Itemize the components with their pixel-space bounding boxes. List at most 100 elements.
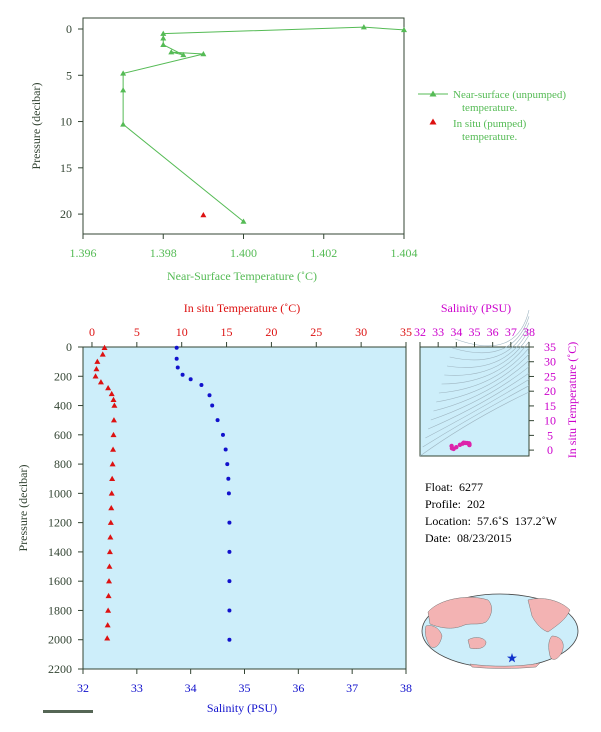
- ts-y-tick-label: 35: [544, 340, 556, 354]
- main-y-tick-label: 600: [54, 428, 72, 442]
- map-land-asia: [427, 597, 492, 629]
- main-top-axis-label: In situ Temperature (˚C): [184, 301, 301, 315]
- density-contour: [430, 366, 530, 421]
- temperature-point: [108, 505, 115, 511]
- top-y-tick-label: 15: [60, 161, 72, 175]
- main-y-tick-label: 400: [54, 399, 72, 413]
- density-contour: [441, 341, 530, 385]
- ts-y-tick-label: 0: [547, 443, 553, 457]
- main-y-tick-label: 1000: [48, 486, 72, 500]
- top-x-tick-label: 1.402: [310, 246, 337, 260]
- map-land-south-america: [548, 635, 564, 660]
- top-y-tick-label: 10: [60, 115, 72, 129]
- ts-y-tick-label: 20: [544, 384, 556, 398]
- main-y-tick-label: 1800: [48, 603, 72, 617]
- legend-entry-2-line2: temperature.: [462, 131, 518, 143]
- salinity-point: [199, 383, 204, 388]
- salinity-point: [227, 549, 232, 554]
- temperature-point: [101, 344, 108, 350]
- main-x-tick-label: 34: [185, 681, 197, 695]
- salinity-point: [227, 579, 232, 584]
- temperature-point: [93, 365, 100, 372]
- ts-y-axis-label: In situ Temperature (˚C): [565, 342, 579, 459]
- ts-x-tick-label: 37: [505, 325, 517, 339]
- map-land-north-america: [527, 598, 571, 633]
- legend: Near-surface (unpumped) temperature. In …: [418, 89, 566, 143]
- main-x2-tick-label: 20: [265, 325, 277, 339]
- density-contour: [419, 391, 530, 457]
- date-label: Date: 08/23/2015: [425, 531, 512, 545]
- legend-entry-2-line1: In situ (pumped): [453, 118, 527, 130]
- salinity-point: [223, 447, 228, 452]
- ts-x-tick-label: 35: [469, 325, 481, 339]
- temperature-point: [109, 461, 116, 467]
- top-y-tick-label: 5: [66, 68, 72, 82]
- main-y-tick-label: 1200: [48, 516, 72, 530]
- ts-y-tick-label: 30: [544, 355, 556, 369]
- near-surface-point: [401, 26, 407, 33]
- top-x-tick-label: 1.398: [150, 246, 177, 260]
- temperature-point: [92, 373, 99, 379]
- density-contour: [427, 372, 530, 430]
- main-x-tick-label: 33: [131, 681, 143, 695]
- near-surface-point: [200, 50, 207, 57]
- main-x-tick-label: 38: [400, 681, 412, 695]
- near-surface-point: [160, 35, 167, 41]
- near-surface-point: [120, 87, 127, 93]
- density-contour: [425, 379, 530, 439]
- density-contour: [444, 335, 530, 376]
- profile-chart: 32 33 34 35 36 37 38 0 5 10 15 20 25 30 35 0 200 400 600…: [16, 301, 412, 715]
- ts-title: Salinity (PSU): [441, 301, 511, 315]
- ts-x-tick-label: 32: [414, 325, 426, 339]
- temperature-point: [111, 402, 118, 408]
- temperature-point: [105, 592, 112, 599]
- near-surface-point: [168, 49, 175, 55]
- salinity-point: [226, 476, 231, 481]
- main-x-tick-label: 37: [346, 681, 358, 695]
- top-y-tick-label: 20: [60, 207, 72, 221]
- near-surface-temperature-line: [122, 26, 405, 222]
- main-plot-frame: [82, 346, 407, 670]
- legend-marker-green: [429, 90, 437, 97]
- ts-y-tick-label: 15: [544, 399, 556, 413]
- density-contour: [449, 322, 530, 361]
- ts-point: [454, 444, 459, 450]
- top-x-tick-label: 1.404: [391, 246, 418, 260]
- legend-entry-1-line2: temperature.: [462, 102, 518, 114]
- density-contour: [446, 328, 530, 368]
- salinity-point: [227, 520, 232, 525]
- near-surface-point: [120, 70, 127, 76]
- temperature-point: [105, 607, 112, 613]
- main-x2-tick-label: 35: [400, 325, 412, 339]
- salinity-point: [180, 372, 185, 377]
- top-x-tick-label: 1.400: [230, 246, 257, 260]
- profile-label: Profile: 202: [425, 497, 485, 511]
- float-location-star-icon: [507, 653, 517, 663]
- world-map: [421, 593, 579, 669]
- ts-y-tick-label: 25: [544, 369, 556, 383]
- salinity-point: [210, 403, 215, 408]
- temperature-point: [110, 396, 117, 402]
- near-surface-point: [160, 30, 167, 36]
- temperature-point: [109, 475, 116, 481]
- main-y-tick-label: 0: [66, 340, 72, 354]
- map-land-africa: [424, 625, 443, 648]
- main-x-tick-label: 36: [292, 681, 304, 695]
- legend-marker-red: [429, 118, 437, 125]
- salinity-point: [220, 432, 225, 437]
- legend-entry-1-line1: Near-surface (unpumped): [453, 89, 566, 101]
- salinity-point: [188, 377, 193, 382]
- temperature-point: [105, 384, 112, 391]
- salinity-point: [227, 637, 232, 642]
- main-x2-tick-label: 5: [134, 325, 140, 339]
- temperature-point: [110, 431, 117, 438]
- salinity-point: [175, 365, 180, 370]
- salinity-point: [174, 345, 179, 350]
- temperature-point: [106, 578, 113, 584]
- near-surface-point: [160, 41, 167, 47]
- salinity-point: [227, 608, 232, 613]
- temperature-point: [104, 622, 111, 628]
- location-label: Location: 57.6˚S 137.2˚W: [425, 514, 557, 528]
- main-x2-tick-label: 30: [355, 325, 367, 339]
